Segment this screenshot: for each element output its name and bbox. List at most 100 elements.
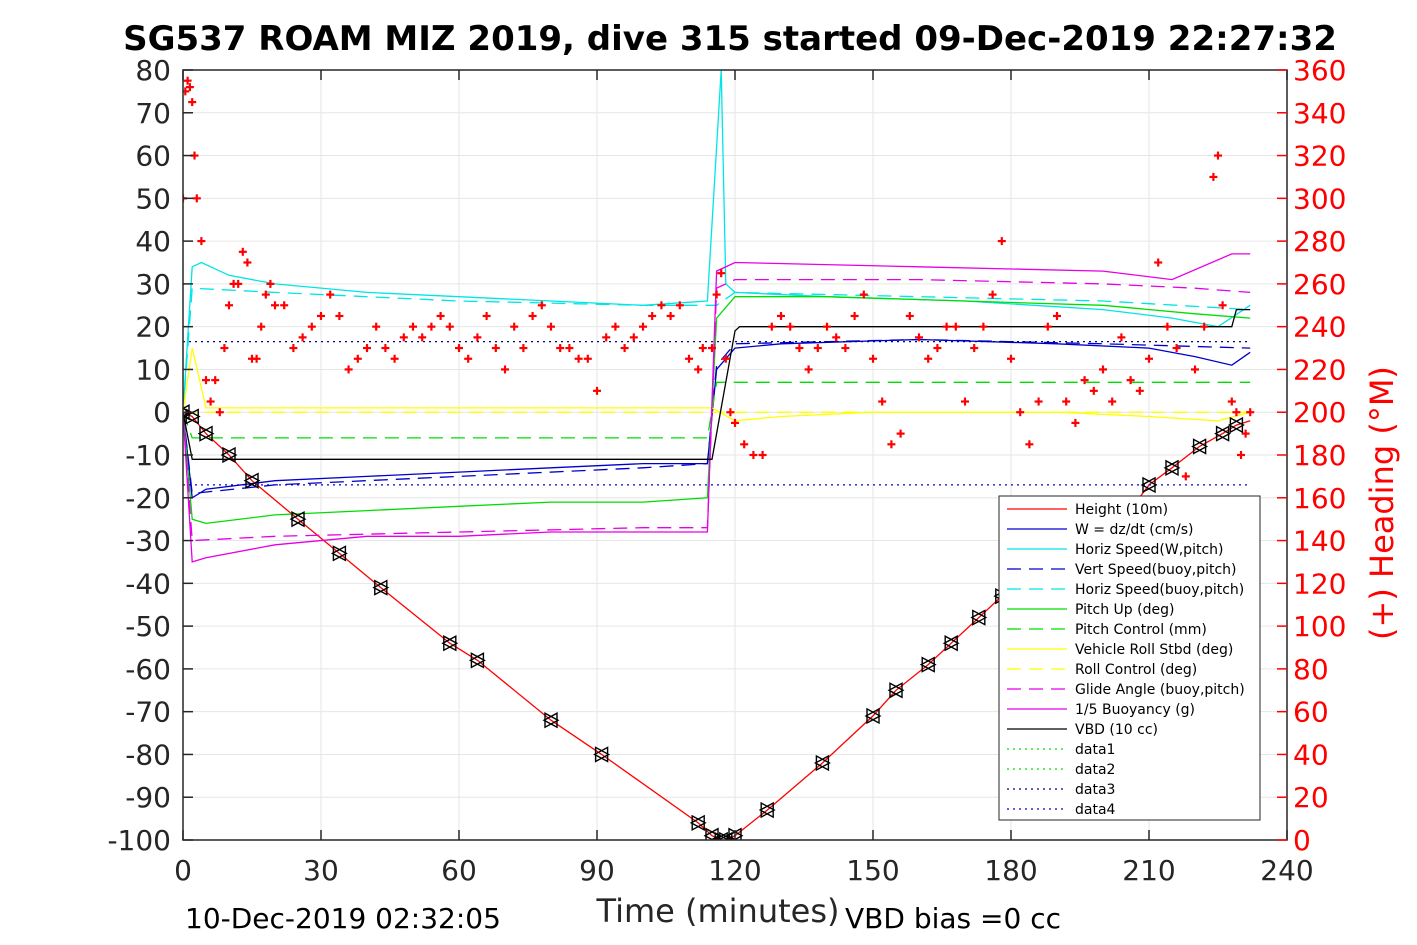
heading-point [445, 322, 454, 331]
depth-sample-marker [468, 652, 486, 669]
heading-point [234, 279, 243, 288]
heading-point [1080, 376, 1089, 385]
legend-label: Roll Control (deg) [1075, 662, 1197, 678]
y-tick-label: 20 [135, 311, 171, 344]
heading-point [1108, 397, 1117, 406]
heading-point [547, 322, 555, 331]
heading-point [215, 408, 224, 417]
legend-label: VBD (10 cc) [1075, 722, 1158, 738]
depth-sample-marker [1140, 476, 1158, 494]
heading-point [317, 311, 325, 320]
legend-box [998, 495, 1261, 821]
heading-point [1016, 408, 1025, 417]
heading-point [482, 311, 491, 320]
heading-point [620, 344, 629, 353]
heading-point [464, 354, 473, 363]
heading-point [565, 344, 574, 353]
y-tick-label: 10 [135, 353, 171, 386]
legend-label: Vert Speed(buoy,pitch) [1075, 562, 1237, 578]
heading-point [887, 440, 896, 449]
heading-point [1062, 397, 1071, 406]
legend-label: Vehicle Roll Stbd (deg) [1075, 642, 1233, 658]
heading-point [970, 344, 979, 353]
depth-sample-marker [372, 579, 390, 596]
y-tick-label: -40 [125, 567, 171, 600]
y-right-tick-label: 80 [1293, 653, 1329, 686]
heading-point [335, 311, 344, 320]
heading-point [767, 322, 776, 331]
heading-point [915, 333, 923, 342]
y-tick-label: 40 [135, 225, 171, 258]
heading-point [1181, 472, 1190, 481]
heading-point [1172, 344, 1181, 353]
heading-point [698, 344, 707, 353]
heading-point [1145, 354, 1153, 363]
y-right-tick-label: 360 [1293, 54, 1346, 87]
heading-point [197, 237, 206, 246]
heading-point [726, 408, 735, 417]
heading-point [666, 311, 675, 320]
heading-point [473, 333, 482, 342]
heading-point [717, 269, 726, 278]
y-right-tick-label: 100 [1293, 610, 1346, 643]
depth-sample-marker [703, 827, 721, 840]
marker-layer [183, 404, 1245, 840]
heading-point [211, 376, 220, 385]
depth-sample-marker [970, 609, 988, 626]
heading-point [326, 290, 335, 299]
y-tick-label: 0 [153, 396, 171, 429]
heading-point [896, 429, 905, 438]
depth-sample-marker [1214, 425, 1232, 442]
y-tick-label: 80 [135, 54, 171, 87]
heading-point [1232, 408, 1241, 417]
y-right-tick-label: 120 [1293, 567, 1346, 600]
depth-sample-marker [758, 801, 776, 819]
legend: Height (10m) W = dz/dt (cm/s) Horiz Speed(… [998, 495, 1261, 821]
heading-point [731, 418, 739, 427]
heading-point [708, 344, 716, 353]
heading-point [657, 301, 666, 310]
footer-vbd-bias: VBD bias =0 cc [845, 902, 1061, 935]
heading-point [832, 333, 841, 342]
legend-label: data3 [1075, 782, 1115, 798]
heading-point [988, 290, 997, 299]
heading-point [1154, 258, 1163, 267]
heading-point [1043, 322, 1052, 331]
depth-sample-marker [689, 814, 707, 832]
ticks: 0 30 60 90 120 150 180 210 24080706050403020100-… [107, 54, 1346, 887]
right-axis-label: (+) Heading (°M) [1363, 366, 1401, 640]
x-tick-label: 0 [174, 854, 192, 887]
y-right-tick-label: 340 [1293, 97, 1346, 130]
heading-point [859, 290, 868, 299]
heading-point [1117, 333, 1126, 342]
heading-point [501, 365, 509, 374]
depth-sample-marker [712, 831, 730, 840]
depth-sample-marker [1163, 459, 1181, 477]
heading-point [1200, 322, 1209, 331]
heading-point [813, 344, 822, 353]
heading-point [266, 279, 275, 288]
depth-sample-marker [1191, 438, 1209, 455]
heading-point [1218, 301, 1227, 310]
legend-label: Horiz Speed(buoy,pitch) [1075, 582, 1244, 598]
series-line [183, 296, 1251, 525]
y-right-tick-label: 140 [1293, 525, 1346, 558]
heading-point [786, 322, 795, 331]
heading-point [758, 451, 767, 459]
depth-sample-marker [813, 754, 831, 772]
x-axis-label: Time (minutes) [596, 892, 840, 930]
depth-sample-marker [197, 425, 215, 442]
depth-sample-marker [864, 707, 882, 725]
y-right-tick-label: 160 [1293, 482, 1346, 515]
heading-point [648, 311, 657, 320]
y-tick-label: -30 [125, 525, 171, 558]
series-line [183, 381, 1251, 439]
footer-timestamp: 10-Dec-2019 02:32:05 [185, 902, 501, 935]
series-line [183, 287, 1251, 413]
y-right-tick-label: 220 [1293, 353, 1346, 386]
heading-point [183, 87, 190, 96]
y-right-tick-label: 180 [1293, 439, 1346, 472]
x-tick-label: 150 [846, 854, 899, 887]
legend-label: data2 [1075, 762, 1115, 778]
heading-point [942, 322, 951, 331]
